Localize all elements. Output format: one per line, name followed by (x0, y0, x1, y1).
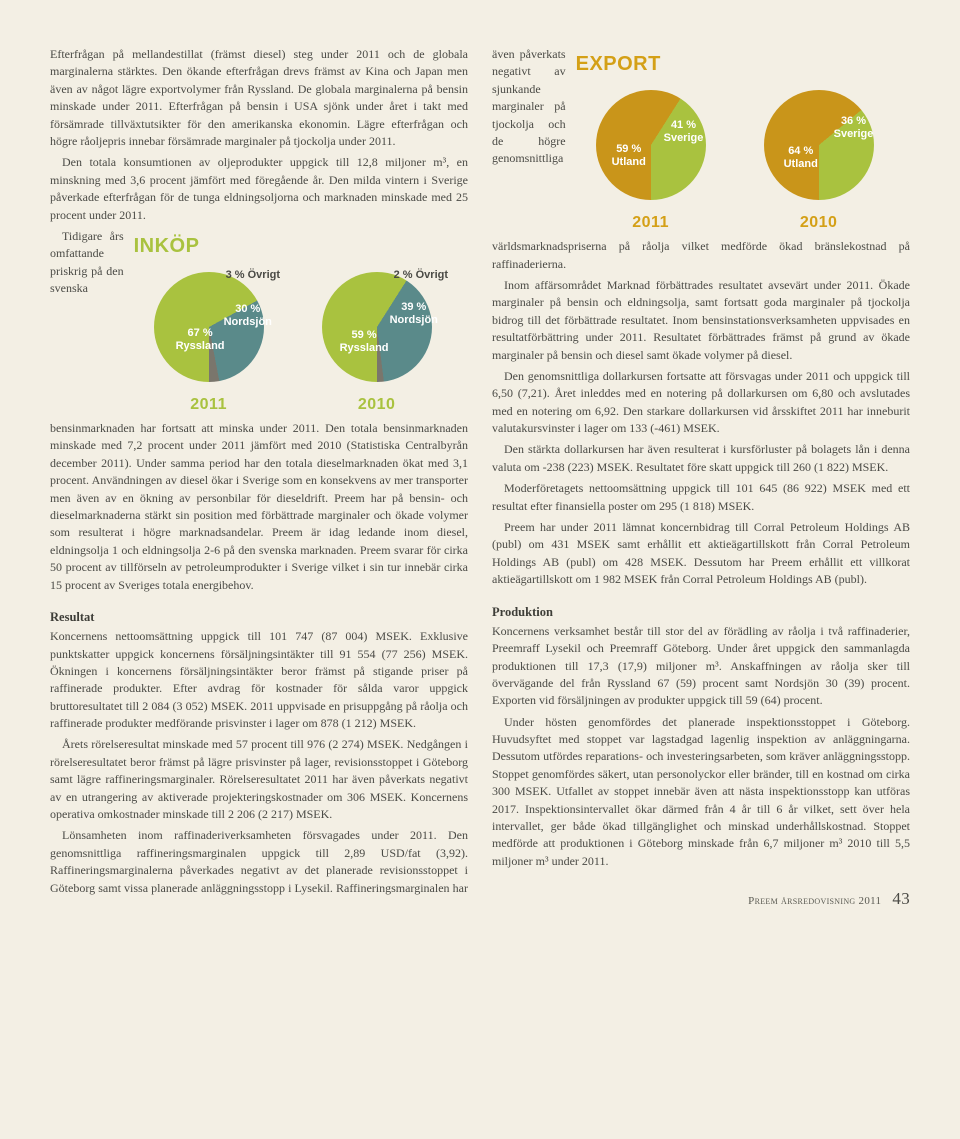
pie-wrap: 59 %Ryssland39 %Nordsjön 2 % Övrigt (302, 267, 452, 387)
inkop-2011: 67 %Ryssland30 %Nordsjön 3 % Övrigt 2011 (134, 267, 284, 416)
chart-year: 2011 (190, 393, 227, 416)
para: Koncernens nettoomsättning uppgick till … (50, 628, 468, 732)
pie-slice-label: 30 %Nordsjön (224, 303, 272, 328)
para: Den totala konsumtionen av oljeprodukter… (50, 154, 468, 224)
pie-slice-label: 64 %Utland (784, 145, 818, 170)
para: Den genomsnittliga dollarkursen fortsatt… (492, 368, 910, 438)
export-chart: EXPORT 59 %Utland 41 %Sverige 2011 64 %Ut… (576, 50, 910, 234)
page-number: 43 (892, 889, 910, 908)
para: Årets rörelseresultat minskade med 57 pr… (50, 736, 468, 823)
pie-slice-label: 59 %Ryssland (340, 329, 389, 354)
export-2010: 64 %Utland 36 %Sverige 2010 (744, 85, 894, 234)
export-2011: 59 %Utland 41 %Sverige 2011 (576, 85, 726, 234)
para: Under hösten genomfördes det planerade i… (492, 714, 910, 871)
pie-slice-label: 59 %Utland (612, 143, 646, 168)
para: Inom affärsområdet Marknad förbättrades … (492, 277, 910, 364)
export-row: 59 %Utland 41 %Sverige 2011 64 %Utland 36 … (576, 85, 910, 234)
pie-slice-label: 41 %Sverige (664, 119, 704, 144)
inkop-chart: INKÖP 67 %Ryssland30 %Nordsjön 3 % Övrigt… (134, 232, 468, 416)
para: Koncernens verksamhet består till stor d… (492, 623, 910, 710)
chart-year: 2010 (358, 393, 396, 416)
pie-slice-label: 3 % Övrigt (226, 269, 280, 282)
pie-slice-label: 36 %Sverige (834, 115, 874, 140)
resultat-head: Resultat (50, 608, 468, 626)
pie-slice-label: 67 %Ryssland (176, 327, 225, 352)
para: Preem har under 2011 lämnat koncernbidra… (492, 519, 910, 589)
pie-wrap: 64 %Utland 36 %Sverige (744, 85, 894, 205)
pie-wrap: 67 %Ryssland30 %Nordsjön 3 % Övrigt (134, 267, 284, 387)
produktion-head: Produktion (492, 603, 910, 621)
body-columns: Efterfrågan på mellandestillat (främst d… (50, 46, 910, 897)
document-page: Efterfrågan på mellandestillat (främst d… (0, 0, 960, 927)
pie (764, 90, 874, 200)
footer-text: Preem årsredovisning 2011 (748, 895, 881, 907)
pie-wrap: 59 %Utland 41 %Sverige (576, 85, 726, 205)
page-footer: Preem årsredovisning 2011 43 (748, 889, 910, 909)
inkop-title: INKÖP (134, 232, 468, 261)
inkop-row: 67 %Ryssland30 %Nordsjön3 % Övrigt 2011 … (134, 267, 468, 416)
chart-year: 2011 (632, 211, 669, 234)
para: Efterfrågan på mellandestillat (främst d… (50, 46, 468, 150)
export-title: EXPORT (576, 50, 910, 79)
pie-slice-label: 39 %Nordsjön (390, 301, 438, 326)
chart-year: 2010 (800, 211, 838, 234)
pie-slice-label: 2 % Övrigt (394, 269, 448, 282)
para: Moderföretagets nettoomsättning uppgick … (492, 480, 910, 515)
para: Den stärkta dollarkursen har även result… (492, 441, 910, 476)
pie (322, 272, 432, 382)
inkop-2010: 59 %Ryssland39 %Nordsjön 2 % Övrigt 2010 (302, 267, 452, 416)
